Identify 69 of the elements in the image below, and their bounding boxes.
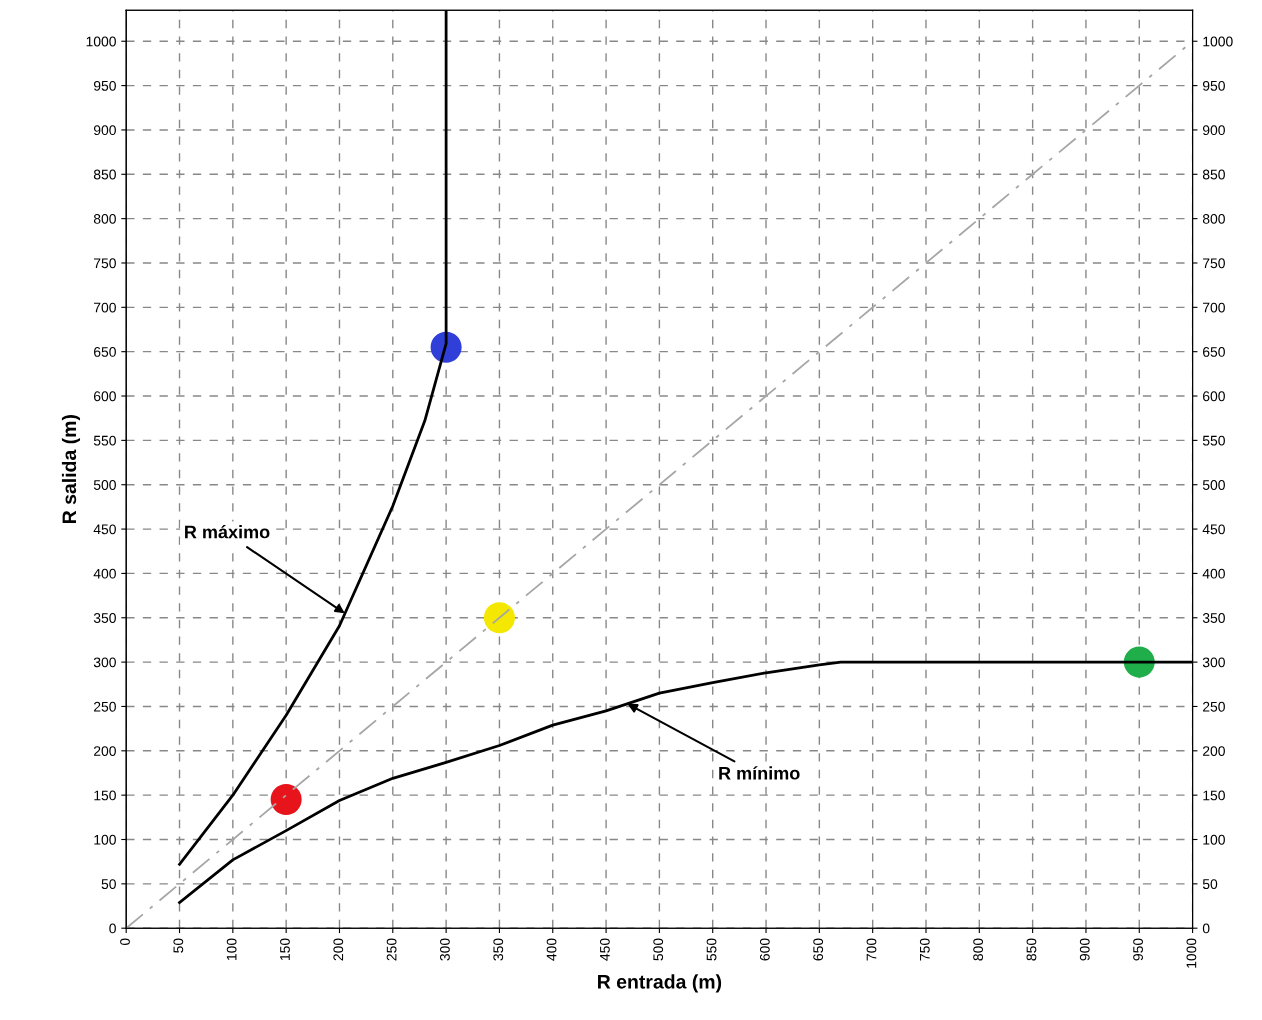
y2-tick-label: 0 (1202, 923, 1210, 934)
y2-tick-label: 900 (1202, 125, 1225, 136)
y2-tick-label: 50 (1202, 879, 1218, 890)
y-tick-label: 500 (93, 480, 116, 490)
y2-tick-label: 300 (1202, 657, 1225, 668)
y2-tick-label: 800 (1202, 213, 1225, 224)
y-tick-label: 700 (94, 302, 116, 313)
y2-tick-label: 200 (1203, 746, 1225, 756)
y-tick-label: 950 (93, 80, 116, 91)
point (270, 784, 302, 816)
x-tick-label: 100 (226, 938, 237, 961)
y-tick-label: 250 (94, 701, 116, 712)
y2-tick-label: 650 (1203, 347, 1225, 357)
y-tick-label: 300 (93, 657, 116, 668)
y2-tick-label: 600 (1203, 391, 1225, 402)
x-tick-label: 0 (120, 938, 130, 946)
y2-tick-label: 850 (1202, 169, 1225, 180)
y-tick-label: 600 (94, 391, 116, 402)
y2-tick-label: 100 (1203, 834, 1225, 845)
x-tick-label: 800 (973, 938, 984, 961)
y-tick-label: 350 (93, 613, 116, 623)
x-tick-label: 550 (706, 938, 717, 961)
x-tick-label: 450 (599, 938, 610, 961)
y-tick-label: 1000 (86, 36, 116, 47)
y2-tick-label: 500 (1202, 480, 1225, 490)
x-tick-label: 200 (333, 938, 344, 961)
x-tick-label: 500 (653, 938, 664, 961)
x-tick-label: 250 (386, 938, 397, 961)
y2-tick-label: 1000 (1203, 36, 1233, 47)
y2-tick-label: 400 (1202, 568, 1225, 579)
y2-tick-label: 700 (1203, 302, 1225, 313)
y2-tick-label: 450 (1202, 524, 1225, 535)
x-tick-label: 150 (280, 938, 290, 961)
x-tick-label: 1000 (1186, 938, 1197, 968)
y2-tick-label: 750 (1203, 258, 1225, 269)
x-tick-label: 50 (173, 938, 184, 953)
x-tick-label: 950 (1133, 938, 1143, 961)
x-tick-label: 900 (1079, 938, 1090, 961)
y2-tick-label: 950 (1202, 80, 1225, 91)
y-tick-label: 100 (94, 834, 116, 845)
x-tick-label: 750 (919, 938, 930, 961)
annotation: R máximo (185, 524, 270, 539)
y2-tick-label: 250 (1203, 701, 1225, 712)
y-tick-label: 750 (94, 258, 116, 269)
y-tick-label: 800 (93, 213, 116, 224)
y-tick-label: 900 (93, 125, 116, 136)
x-tick-label: 650 (813, 938, 824, 961)
y2-tick-label: 550 (1202, 435, 1225, 446)
y-axis-title: R salida (m) (61, 415, 81, 523)
x-tick-label: 350 (493, 938, 504, 961)
x-tick-label: 300 (440, 938, 450, 961)
y-tick-label: 50 (101, 879, 116, 890)
x-tick-label: 700 (866, 938, 877, 961)
y-tick-label: 450 (93, 524, 116, 535)
y-tick-label: 200 (94, 746, 116, 756)
x-tick-label: 400 (546, 938, 557, 961)
y-tick-label: 0 (109, 923, 116, 934)
y-tick-label: 550 (93, 435, 116, 446)
x-axis-title: R entrada (m) (598, 974, 722, 993)
x-tick-label: 850 (1026, 938, 1037, 961)
x-tick-label: 600 (759, 938, 770, 961)
annotation: R mínimo (719, 766, 800, 780)
y-tick-label: 400 (93, 568, 116, 579)
y2-tick-label: 150 (1203, 790, 1225, 801)
y2-tick-label: 350 (1202, 613, 1225, 623)
y-tick-label: 150 (94, 790, 116, 801)
y-tick-label: 850 (93, 169, 116, 180)
y-tick-label: 650 (94, 347, 116, 357)
point (483, 602, 515, 634)
